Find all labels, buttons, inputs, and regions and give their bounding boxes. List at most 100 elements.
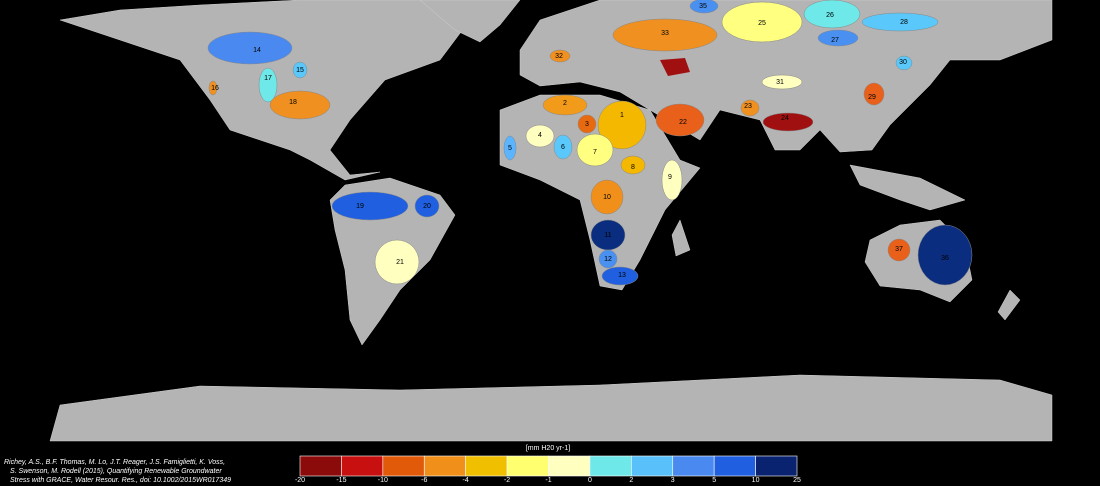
maritime-asia bbox=[849, 164, 966, 211]
aquifer-region bbox=[576, 133, 614, 167]
colorbar-swatch bbox=[465, 455, 508, 477]
aquifer: 29 bbox=[863, 82, 885, 106]
aquifer: 25 bbox=[721, 1, 803, 43]
aquifer-region bbox=[577, 114, 597, 134]
aquifer-region bbox=[612, 18, 718, 52]
aquifer-label: 3 bbox=[585, 121, 589, 128]
aquifer-label: 33 bbox=[661, 30, 669, 37]
colorbar: -20 -15 -10 -6 -4 -2 -1 0 2 3 5 10 25 bbox=[295, 455, 801, 484]
aquifer-region bbox=[740, 99, 760, 117]
aquifer-region bbox=[762, 112, 814, 132]
colorbar-swatch bbox=[548, 455, 591, 477]
aquifer: 32 bbox=[549, 49, 571, 63]
aquifer-label: 12 bbox=[604, 256, 612, 263]
aquifer-label: 11 bbox=[604, 232, 611, 239]
aquifer-region bbox=[661, 159, 683, 201]
citation-line: Richey, A.S., B.F. Thomas, M. Lo, J.T. R… bbox=[4, 459, 225, 466]
aquifer-label: 14 bbox=[253, 47, 261, 54]
madagascar bbox=[671, 219, 691, 257]
greenland bbox=[419, 0, 521, 43]
aquifer-label: 17 bbox=[264, 75, 272, 82]
aquifer-label: 21 bbox=[396, 259, 404, 266]
aquifer-region bbox=[374, 239, 420, 285]
aquifer: 8 bbox=[620, 155, 646, 175]
aquifer: 27 bbox=[817, 29, 859, 47]
aquifer: 4 bbox=[525, 124, 555, 148]
aquifer: 13 bbox=[601, 266, 639, 286]
aquifer: 36 bbox=[917, 224, 973, 286]
aquifer-label: 5 bbox=[508, 145, 512, 152]
aquifer: 14 bbox=[207, 31, 293, 65]
aquifer-label: 10 bbox=[603, 194, 611, 201]
aquifers: 1 2 3 4 5 6 7 8 9 10 11 12 13 14 15 16 1… bbox=[207, 0, 973, 286]
aquifer-region bbox=[553, 134, 573, 160]
antarctica bbox=[49, 374, 1053, 442]
aquifer: 2 bbox=[542, 94, 588, 116]
aquifer-label: 19 bbox=[356, 203, 364, 210]
colorbar-tick-label: -20 bbox=[295, 477, 305, 484]
aquifer: 11 bbox=[590, 219, 626, 251]
aquifer-region bbox=[269, 90, 331, 120]
aquifer-label: 35 bbox=[699, 3, 707, 10]
aquifer-label: 27 bbox=[831, 37, 839, 44]
aquifer-label: 30 bbox=[899, 59, 907, 66]
colorbar-swatch bbox=[589, 455, 632, 477]
aquifer-label: 37 bbox=[895, 246, 903, 253]
aquifer: 15 bbox=[292, 61, 308, 79]
aquifer-label: 15 bbox=[296, 67, 304, 74]
colorbar-tick-label: -2 bbox=[504, 477, 510, 484]
aquifer: 35 bbox=[689, 0, 719, 14]
aquifer: 28 bbox=[861, 12, 939, 32]
aquifer-label: 9 bbox=[668, 174, 672, 181]
aquifer: 10 bbox=[590, 179, 624, 215]
aquifer-region bbox=[861, 12, 939, 32]
aquifer: 3 bbox=[577, 114, 597, 134]
aquifer-region bbox=[917, 224, 973, 286]
aquifer-label: 25 bbox=[758, 20, 766, 27]
aquifer: 17 bbox=[258, 67, 278, 103]
aquifer-region bbox=[590, 179, 624, 215]
colorbar-tick-label: -4 bbox=[463, 477, 469, 484]
aquifer-region bbox=[620, 155, 646, 175]
aquifer: 16 bbox=[208, 80, 219, 96]
aquifer: 6 bbox=[553, 134, 573, 160]
aquifer-region bbox=[207, 31, 293, 65]
colorbar-tick-label: -15 bbox=[336, 477, 346, 484]
aquifer: 21 bbox=[374, 239, 420, 285]
aquifer: 9 bbox=[661, 159, 683, 201]
citation: Richey, A.S., B.F. Thomas, M. Lo, J.T. R… bbox=[4, 459, 231, 484]
aquifer-label: 22 bbox=[679, 119, 687, 126]
new-zealand bbox=[997, 289, 1021, 321]
aquifer-region bbox=[761, 74, 803, 90]
aquifer-region bbox=[817, 29, 859, 47]
aquifer: 7 bbox=[576, 133, 614, 167]
colorbar-swatch bbox=[506, 455, 549, 477]
aquifer-region bbox=[655, 103, 705, 137]
colorbar-tick-label: -10 bbox=[378, 477, 388, 484]
aquifer-region bbox=[887, 238, 911, 262]
aquifer: 30 bbox=[895, 55, 913, 71]
aquifer-label: 13 bbox=[618, 272, 626, 279]
aquifer: 20 bbox=[414, 194, 440, 218]
aquifer: 37 bbox=[887, 238, 911, 262]
aquifer-region bbox=[549, 49, 571, 63]
citation-line: S. Swenson, M. Rodell (2015), Quantifyin… bbox=[10, 468, 222, 475]
aquifer: 1 bbox=[597, 100, 647, 150]
aquifer-label: 6 bbox=[561, 144, 565, 151]
colorbar-tick-label: 2 bbox=[629, 477, 633, 484]
colorbar-tick-label: 5 bbox=[712, 477, 716, 484]
aquifer-region bbox=[601, 266, 639, 286]
colorbar-tick-label: 10 bbox=[752, 477, 760, 484]
aquifer-region bbox=[721, 1, 803, 43]
colorbar-swatch bbox=[341, 455, 384, 477]
colorbar-swatch bbox=[299, 455, 342, 477]
aquifer-label: 18 bbox=[289, 99, 297, 106]
colorbar-tick-label: 25 bbox=[793, 477, 801, 484]
aquifer-34 bbox=[660, 58, 690, 76]
aquifer-region bbox=[525, 124, 555, 148]
aquifer-label: 36 bbox=[941, 255, 949, 262]
colorbar-unit: [mm H20 yr-1] bbox=[526, 445, 570, 452]
aquifer-region bbox=[331, 191, 409, 221]
